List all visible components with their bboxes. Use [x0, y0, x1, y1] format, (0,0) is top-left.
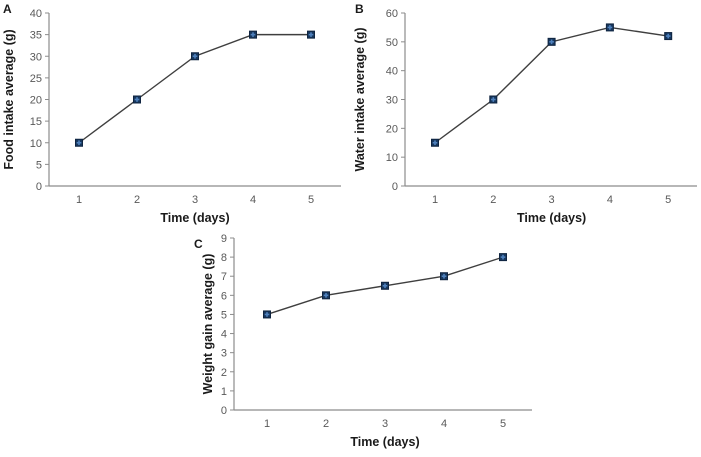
y-tick-label: 30 [30, 51, 42, 63]
panel-a: A 0 5 10 15 20 25 30 35 40 1 2 3 4 5 Time (days) Food i… [0, 0, 350, 228]
x-tick-label: 1 [264, 418, 270, 430]
y-tick-label: 9 [221, 233, 227, 245]
x-tick-label: 4 [441, 418, 447, 430]
panel-c-letter: C [194, 237, 203, 251]
y-tick-label: 60 [386, 8, 398, 20]
panel-b-letter: B [355, 2, 364, 16]
panel-a-letter: A [3, 2, 12, 16]
panel-c-chart: 0 1 2 3 4 5 6 7 8 9 1 2 3 4 5 Time (days) Weight gain av… [201, 233, 532, 449]
x-tick-label: 2 [323, 418, 329, 430]
y-tick-label: 1 [221, 386, 227, 398]
x-tick-label: 5 [665, 194, 671, 206]
y-tick-label: 20 [386, 123, 398, 135]
panel-b-chart: 0 10 20 30 40 50 60 1 2 3 4 5 Time (days) Water intak… [353, 8, 697, 225]
x-tick-label: 4 [250, 194, 256, 206]
y-tick-label: 25 [30, 73, 42, 85]
x-tick-label: 4 [607, 194, 613, 206]
y-tick-label: 10 [386, 152, 398, 164]
y-tick-label: 5 [36, 159, 42, 171]
y-tick-label: 50 [386, 37, 398, 49]
x-tick-label: 3 [549, 194, 555, 206]
y-tick-label: 3 [221, 348, 227, 360]
y-tick-label: 4 [221, 329, 227, 341]
panel-a-chart: 0 5 10 15 20 25 30 35 40 1 2 3 4 5 Time (days) Food int… [2, 8, 341, 225]
y-tick-label: 40 [386, 66, 398, 78]
series-line [78, 33, 311, 144]
x-tick-label: 2 [134, 194, 140, 206]
x-tick-label: 1 [76, 194, 82, 206]
x-tick-label: 1 [432, 194, 438, 206]
x-tick-label: 3 [192, 194, 198, 206]
y-tick-label: 30 [386, 95, 398, 107]
x-tick-label: 2 [490, 194, 496, 206]
y-tick-label: 5 [221, 309, 227, 321]
y-axis-title: Water intake average (g) [353, 27, 367, 171]
y-tick-label: 0 [392, 181, 398, 193]
y-tick-label: 6 [221, 290, 227, 302]
x-axis-title: Time (days) [517, 211, 586, 225]
panel-c: C 0 1 2 3 4 5 6 7 8 9 1 2 3 4 5 Time (days) Weight gain … [180, 228, 540, 457]
panel-b: B 0 10 20 30 40 50 60 1 2 3 4 5 Time (days) Water int… [350, 0, 701, 228]
x-tick-label: 3 [382, 418, 388, 430]
y-tick-label: 15 [30, 116, 42, 128]
y-axis-title: Weight gain average (g) [201, 254, 215, 395]
y-tick-label: 10 [30, 138, 42, 150]
y-tick-label: 0 [36, 181, 42, 193]
y-tick-label: 8 [221, 252, 227, 264]
y-tick-label: 35 [30, 30, 42, 42]
y-axis-title: Food intake average (g) [2, 29, 16, 169]
y-tick-label: 2 [221, 367, 227, 379]
x-axis-title: Time (days) [350, 435, 419, 449]
y-tick-label: 20 [30, 95, 42, 107]
y-tick-label: 0 [221, 405, 227, 417]
y-tick-label: 7 [221, 271, 227, 283]
x-tick-label: 5 [308, 194, 314, 206]
y-tick-label: 40 [30, 8, 42, 20]
x-axis-title: Time (days) [160, 211, 229, 225]
x-tick-label: 5 [500, 418, 506, 430]
